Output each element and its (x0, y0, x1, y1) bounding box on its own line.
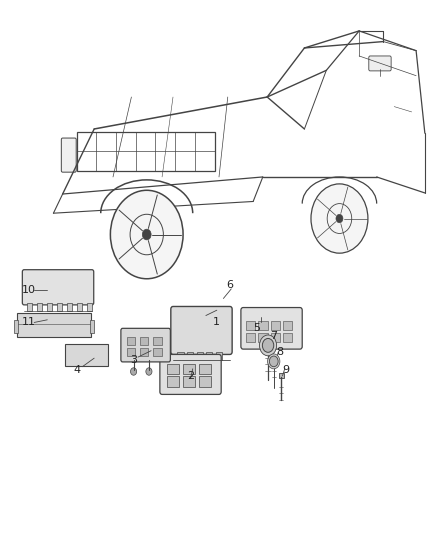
Text: 10: 10 (21, 286, 35, 295)
FancyBboxPatch shape (369, 56, 391, 71)
FancyBboxPatch shape (246, 333, 255, 342)
Circle shape (336, 214, 343, 223)
Bar (187, 352, 193, 360)
Circle shape (269, 356, 278, 367)
Text: 6: 6 (226, 280, 233, 290)
FancyBboxPatch shape (279, 373, 284, 378)
Circle shape (262, 338, 274, 352)
FancyBboxPatch shape (65, 344, 108, 366)
Circle shape (142, 229, 151, 240)
Text: 4: 4 (73, 366, 80, 375)
FancyBboxPatch shape (167, 376, 179, 387)
Bar (197, 352, 203, 360)
FancyBboxPatch shape (171, 306, 232, 354)
FancyBboxPatch shape (246, 321, 255, 330)
FancyBboxPatch shape (153, 337, 162, 345)
FancyBboxPatch shape (241, 308, 302, 349)
FancyBboxPatch shape (61, 138, 76, 172)
FancyBboxPatch shape (167, 364, 179, 374)
FancyBboxPatch shape (271, 333, 280, 342)
Bar (14, 320, 18, 333)
FancyBboxPatch shape (283, 321, 292, 330)
Bar (57, 303, 61, 311)
Bar (77, 132, 215, 171)
Text: 2: 2 (187, 371, 194, 381)
Bar (37, 303, 42, 311)
Bar (90, 320, 94, 333)
FancyBboxPatch shape (127, 348, 135, 356)
Bar (177, 352, 184, 360)
Bar (216, 352, 222, 360)
FancyBboxPatch shape (271, 321, 280, 330)
FancyBboxPatch shape (121, 328, 170, 362)
Circle shape (146, 368, 152, 375)
Text: 7: 7 (270, 331, 277, 341)
FancyBboxPatch shape (153, 348, 162, 356)
FancyBboxPatch shape (17, 313, 91, 337)
FancyBboxPatch shape (140, 348, 148, 356)
FancyBboxPatch shape (183, 376, 195, 387)
Text: 11: 11 (21, 318, 35, 327)
Circle shape (268, 354, 280, 369)
Circle shape (131, 368, 137, 375)
Text: 3: 3 (130, 355, 137, 365)
FancyBboxPatch shape (199, 376, 211, 387)
FancyBboxPatch shape (160, 354, 221, 394)
Circle shape (311, 184, 368, 253)
FancyBboxPatch shape (22, 270, 94, 305)
Text: 1: 1 (213, 318, 220, 327)
Bar (47, 303, 52, 311)
Bar (87, 303, 92, 311)
FancyBboxPatch shape (127, 337, 135, 345)
Bar (67, 303, 71, 311)
FancyBboxPatch shape (283, 333, 292, 342)
Text: 9: 9 (282, 366, 289, 375)
Circle shape (110, 190, 183, 279)
FancyBboxPatch shape (258, 321, 268, 330)
Bar (77, 303, 81, 311)
Text: 5: 5 (253, 323, 260, 333)
Circle shape (259, 335, 277, 356)
FancyBboxPatch shape (258, 333, 268, 342)
Text: 8: 8 (276, 347, 283, 357)
FancyBboxPatch shape (183, 364, 195, 374)
Bar (27, 303, 32, 311)
Bar (206, 352, 212, 360)
FancyBboxPatch shape (199, 364, 211, 374)
FancyBboxPatch shape (140, 337, 148, 345)
